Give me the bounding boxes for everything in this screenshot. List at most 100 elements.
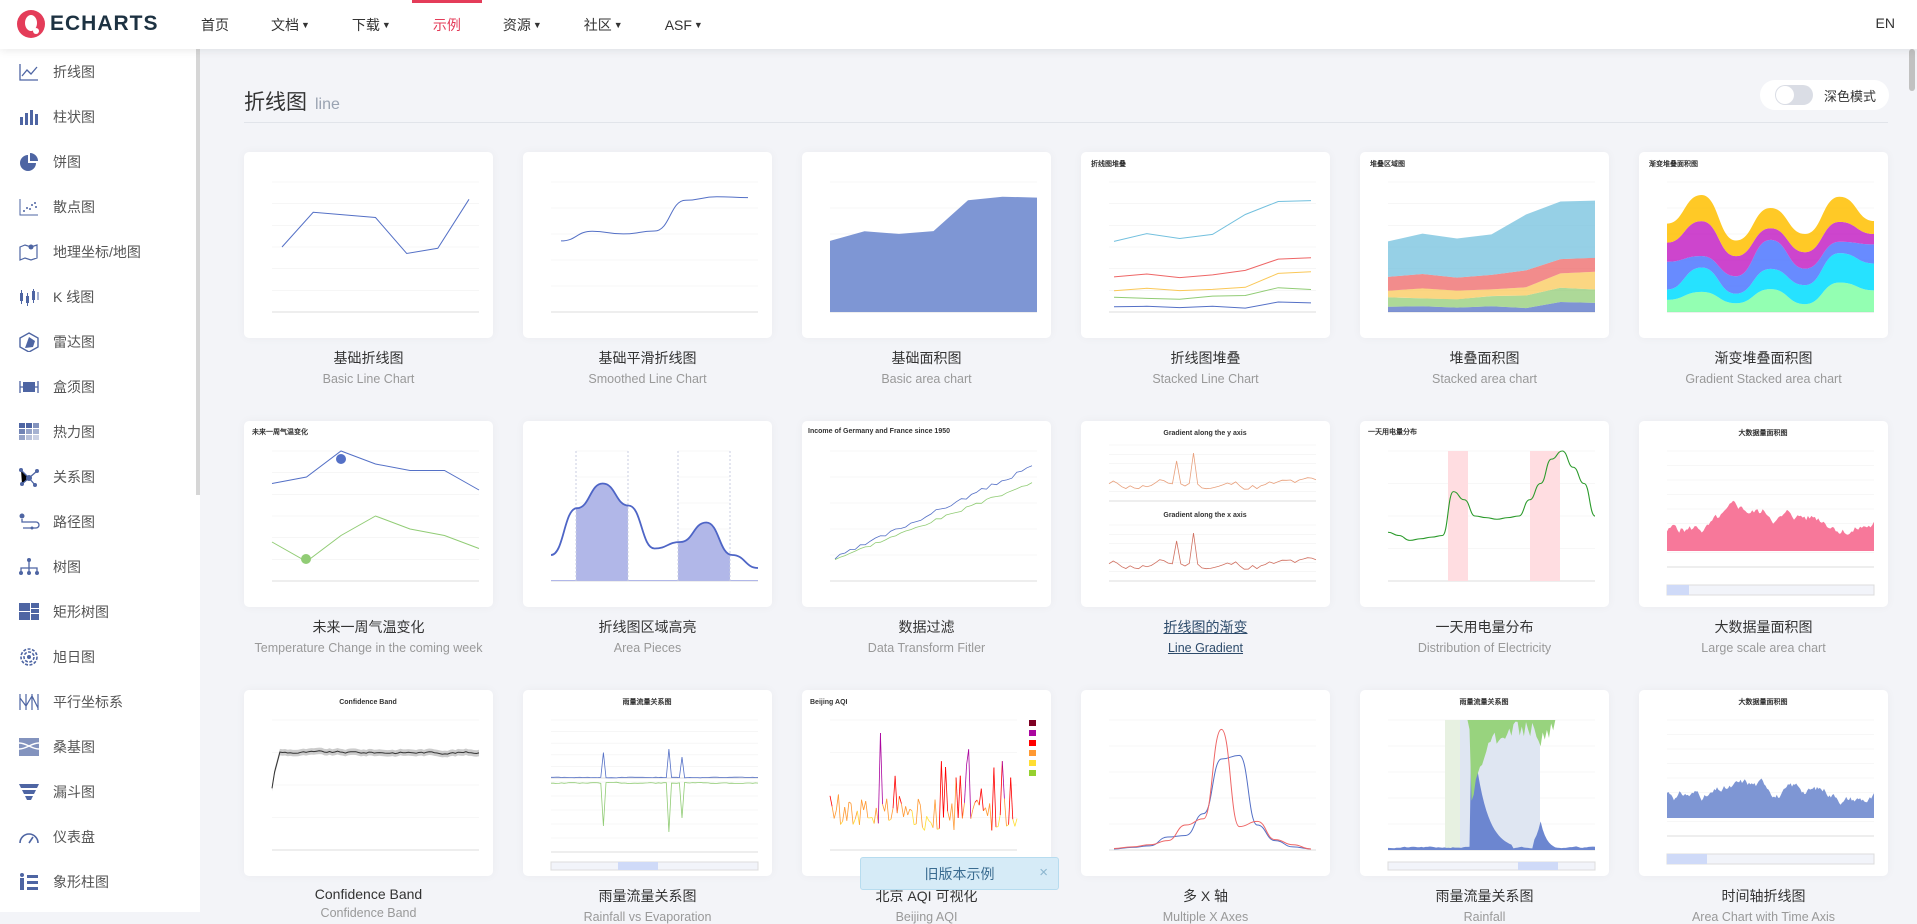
example-title[interactable]: 基础平滑折线图 [523,348,772,368]
example-title[interactable]: 雨量流量关系图 [523,886,772,906]
sidebar-item-label: 路径图 [53,512,95,532]
sidebar-item-map[interactable]: 地理坐标/地图 [0,229,196,274]
example-card-basic-area[interactable] [802,152,1051,338]
example-card-data-transform[interactable]: Income of Germany and France since 1950 [802,421,1051,607]
example-card-temperature[interactable]: 未来一周气温变化 [244,421,493,607]
sidebar-item-heatmap[interactable]: 热力图 [0,409,196,454]
sidebar-item-lines[interactable]: 路径图 [0,499,196,544]
sidebar-item-sunburst[interactable]: 旭日图 [0,634,196,679]
example-title[interactable]: Confidence Band [244,886,493,902]
sidebar-item-boxplot[interactable]: 盒须图 [0,364,196,409]
example-card-time-area[interactable]: 大数据量面积图 [1639,690,1888,876]
nav-item-5[interactable]: 社区▼ [563,0,644,49]
series-segment [864,801,866,810]
example-title[interactable]: 未来一周气温变化 [244,617,493,637]
example-title[interactable]: 一天用电量分布 [1360,617,1609,637]
series-segment [973,802,975,809]
title-divider [244,122,1888,123]
nav-item-0[interactable]: 首页 [180,0,250,49]
sidebar-item-pie-chart[interactable]: 饼图 [0,139,196,184]
line-chart-icon [18,62,40,82]
example-subtitle: Line Gradient [1081,641,1330,655]
sidebar-item-sankey[interactable]: 桑基图 [0,724,196,769]
nav-item-3[interactable]: 示例 [412,0,482,49]
example-card-rainfall[interactable]: 雨量流量关系图 [523,690,772,876]
old-version-toast[interactable]: 旧版本示例× [860,857,1059,890]
chart-thumbnail [1081,690,1330,876]
sidebar-item-parallel[interactable]: 平行坐标系 [0,679,196,724]
example-card-stacked-line[interactable]: 折线图堆叠 [1081,152,1330,338]
sidebar-item-bar-chart[interactable]: 柱状图 [0,94,196,139]
sidebar-item-graph[interactable]: 关系图 [0,454,196,499]
series-area [830,197,1037,312]
nav-item-1[interactable]: 文档▼ [250,0,331,49]
caret-down-icon: ▼ [614,20,623,30]
example-title[interactable]: 渐变堆叠面积图 [1639,348,1888,368]
example-card-gradient-stacked[interactable]: 渐变堆叠面积图 [1639,152,1888,338]
example-title[interactable]: 折线图的渐变 [1081,617,1330,637]
dark-mode-toggle[interactable]: 深色模式 [1760,80,1889,110]
sidebar-item-treemap[interactable]: 矩形树图 [0,589,196,634]
series-line [1109,453,1316,489]
sankey-icon [18,737,40,757]
nav-item-2[interactable]: 下载▼ [331,0,412,49]
main-nav: 首页文档▼下载▼示例资源▼社区▼ASF▼ [180,0,724,49]
map-icon [18,242,40,262]
series-segment [985,808,987,816]
nav-item-4[interactable]: 资源▼ [482,0,563,49]
example-card-area-pieces[interactable] [523,421,772,607]
datazoom-slider [1388,862,1595,870]
series-segment [988,803,990,815]
example-card-stacked-area[interactable]: 堆叠区域图 [1360,152,1609,338]
example-card-smooth-line[interactable] [523,152,772,338]
example-card-confidence[interactable]: Confidence Band [244,690,493,876]
example-card-large-area[interactable]: 大数据量面积图 [1639,421,1888,607]
nav-label: ASF [665,17,692,33]
example-title[interactable]: 基础折线图 [244,348,493,368]
example-title[interactable]: 多 X 轴 [1081,886,1330,906]
sidebar-item-label: 桑基图 [53,737,95,757]
sidebar-item-candlestick[interactable]: K 线图 [0,274,196,319]
datazoom-handle [618,862,658,870]
series-segment [958,776,960,818]
sidebar-item-funnel[interactable]: 漏斗图 [0,769,196,814]
sidebar-item-tree[interactable]: 树图 [0,544,196,589]
toggle-track [1775,85,1813,105]
example-card-basic-line[interactable] [244,152,493,338]
main-scrollbar[interactable] [1909,49,1915,91]
peak-band [1448,451,1468,581]
example-title[interactable]: 折线图区域高亮 [523,617,772,637]
sidebar-item-gauge[interactable]: 仪表盘 [0,814,196,859]
example-card-electricity[interactable]: 一天用电量分布 [1360,421,1609,607]
nav-item-6[interactable]: ASF▼ [644,0,724,49]
example-title[interactable]: 大数据量面积图 [1639,617,1888,637]
example-title[interactable]: 折线图堆叠 [1081,348,1330,368]
example-card-aqi[interactable]: Beijing AQI [802,690,1051,876]
bar-chart-icon [18,107,40,127]
example-title[interactable]: 基础面积图 [802,348,1051,368]
chart-thumbnail: 雨量流量关系图 [523,690,772,876]
sidebar-item-radar[interactable]: 雷达图 [0,319,196,364]
example-title[interactable]: 雨量流量关系图 [1360,886,1609,906]
echarts-logo[interactable]: ECHARTS [16,8,159,40]
example-card-multi-x[interactable] [1081,690,1330,876]
example-title[interactable]: 时间轴折线图 [1639,886,1888,906]
caret-down-icon: ▼ [301,20,310,30]
thumb-title: 大数据量面积图 [1739,697,1788,706]
sidebar-item-line-chart[interactable]: 折线图 [0,49,196,94]
example-title[interactable]: 堆叠面积图 [1360,348,1609,368]
sidebar-item-label: 平行坐标系 [53,692,123,712]
sidebar-item-pictorial-bar[interactable]: 象形柱图 [0,859,196,904]
example-card-rainfall2[interactable]: 雨量流量关系图 [1360,690,1609,876]
language-switch[interactable]: EN [1876,15,1895,31]
close-icon[interactable]: × [1039,864,1048,881]
sidebar-item-scatter-chart[interactable]: 散点图 [0,184,196,229]
sidebar-scrollbar[interactable] [196,49,200,495]
example-title[interactable]: 数据过滤 [802,617,1051,637]
mask [628,449,678,580]
series-segment [946,767,948,811]
